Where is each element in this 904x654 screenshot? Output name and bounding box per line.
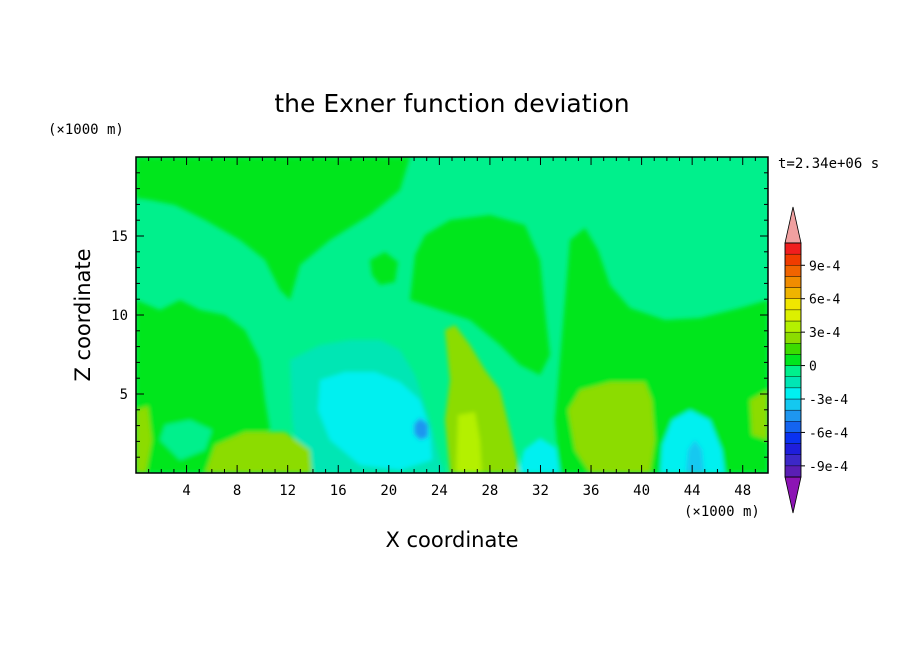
colorbar-segment bbox=[784, 465, 802, 478]
x-tick-label: 48 bbox=[734, 483, 751, 499]
region-neg2-core bbox=[318, 372, 432, 470]
contour-field bbox=[136, 157, 768, 473]
colorbar-tick-label: 9e-4 bbox=[809, 259, 840, 274]
region-pos1-far-left bbox=[136, 406, 152, 473]
colorbar-segment bbox=[784, 287, 802, 299]
x-tick-label: 12 bbox=[279, 483, 296, 499]
colorbar-segment bbox=[784, 432, 802, 444]
time-label: t=2.34e+06 s bbox=[778, 156, 879, 172]
colorbar-segment bbox=[784, 265, 802, 277]
colorbar-segment bbox=[784, 454, 802, 467]
colorbar-tick-label: -3e-4 bbox=[809, 393, 848, 408]
colorbar-frame bbox=[784, 242, 802, 478]
colorbar-segment bbox=[784, 398, 802, 411]
colorbar-segment bbox=[784, 298, 802, 311]
colorbar-segment bbox=[784, 253, 802, 266]
x-tick-label: 16 bbox=[330, 483, 347, 499]
region-pos1-far-right bbox=[750, 390, 768, 440]
colorbar-segment bbox=[784, 387, 802, 400]
colorbar-max-extend bbox=[784, 206, 802, 244]
colorbar-segment bbox=[784, 331, 802, 344]
colorbar-segment bbox=[784, 343, 802, 355]
region-pos2-center bbox=[456, 412, 482, 473]
colorbar: 9e-4 6e-4 3e-4 0 -3e-4 -6e-4 -9e-4 bbox=[784, 206, 848, 514]
x-tick-label: 4 bbox=[182, 483, 190, 499]
colorbar-segment bbox=[784, 354, 802, 366]
colorbar-tick-label: -9e-4 bbox=[809, 460, 848, 475]
x-tick-label: 32 bbox=[532, 483, 549, 499]
colorbar-segment bbox=[784, 376, 802, 389]
region-neg3-spot bbox=[414, 418, 428, 440]
x-axis-ticks: 4 8 12 16 20 24 28 32 36 40 44 48 bbox=[148, 157, 756, 499]
colorbar-tick-label: 0 bbox=[809, 360, 817, 375]
colorbar-segment bbox=[784, 276, 802, 288]
region-neg2-right bbox=[660, 410, 725, 473]
x-tick-label: 24 bbox=[431, 483, 448, 499]
y-tick-label: 10 bbox=[111, 308, 128, 324]
x-axis-label: X coordinate bbox=[385, 528, 518, 552]
region-pos1-right bbox=[568, 382, 655, 473]
region-zero-small bbox=[370, 252, 398, 285]
x-unit-label: (×1000 m) bbox=[684, 504, 760, 520]
chart-title: the Exner function deviation bbox=[274, 89, 629, 118]
colorbar-segment bbox=[784, 421, 802, 433]
colorbar-segment bbox=[784, 320, 802, 333]
y-tick-label: 15 bbox=[111, 229, 128, 245]
colorbar-segment bbox=[784, 242, 802, 255]
x-tick-label: 8 bbox=[233, 483, 241, 499]
region-neg2-bottom bbox=[518, 438, 560, 473]
y-tick-label: 5 bbox=[120, 387, 128, 403]
colorbar-min-extend bbox=[784, 476, 802, 514]
colorbar-segment bbox=[784, 365, 802, 377]
region-zero-upper bbox=[136, 157, 410, 300]
x-tick-label: 40 bbox=[633, 483, 650, 499]
colorbar-segment bbox=[784, 309, 802, 322]
x-tick-label: 44 bbox=[684, 483, 701, 499]
region-pos1-bottom-left bbox=[205, 432, 312, 473]
colorbar-tick-label: -6e-4 bbox=[809, 426, 848, 441]
colorbar-tick-label: 6e-4 bbox=[809, 293, 840, 308]
colorbar-segment bbox=[784, 443, 802, 455]
colorbar-tick-label: 3e-4 bbox=[809, 326, 840, 341]
region-zero-mid bbox=[410, 215, 550, 375]
contour-regions bbox=[136, 157, 768, 473]
x-tick-label: 28 bbox=[481, 483, 498, 499]
y-unit-label: (×1000 m) bbox=[48, 122, 124, 138]
x-tick-label: 36 bbox=[583, 483, 600, 499]
region-neg3-right bbox=[686, 440, 704, 473]
y-axis-label: Z coordinate bbox=[71, 248, 95, 381]
y-axis-ticks: 5 10 15 bbox=[111, 172, 768, 458]
colorbar-segment bbox=[784, 409, 802, 422]
region-neg1-left bbox=[160, 420, 212, 460]
x-tick-label: 20 bbox=[380, 483, 397, 499]
